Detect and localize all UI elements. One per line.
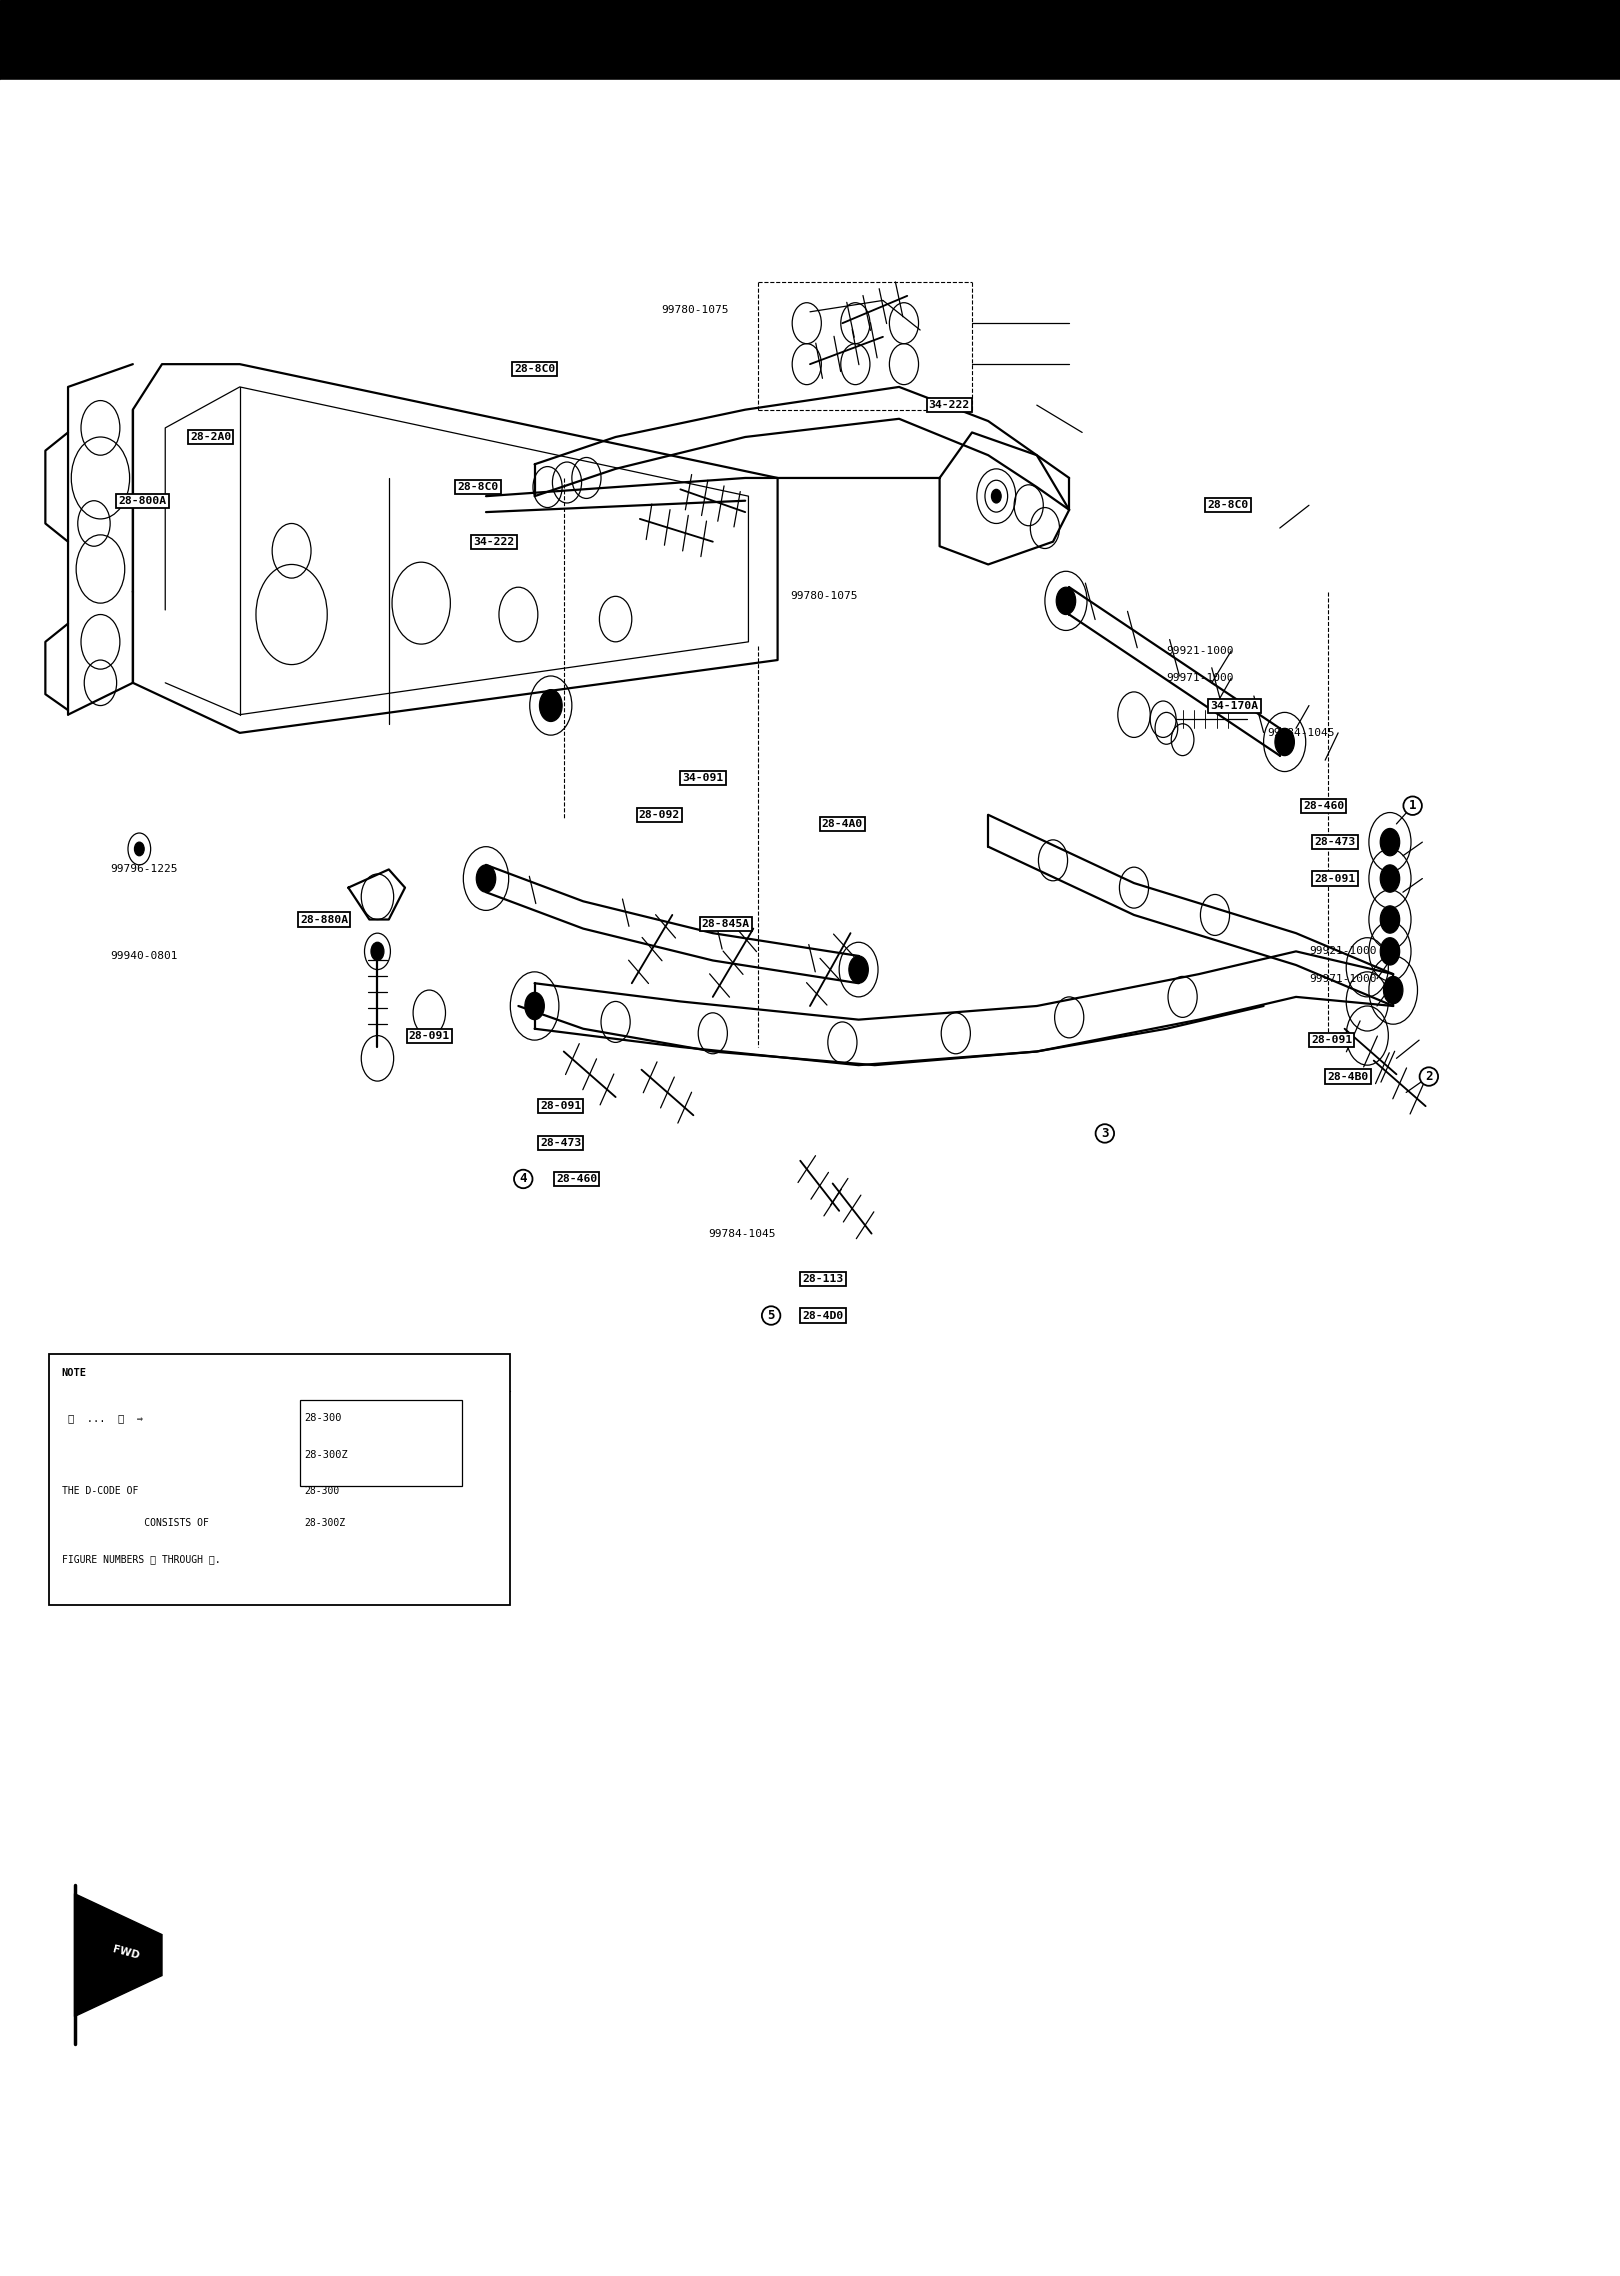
- Text: 28-880A: 28-880A: [300, 915, 348, 924]
- Circle shape: [476, 865, 496, 892]
- Text: CONSISTS OF: CONSISTS OF: [62, 1518, 209, 1527]
- Text: 28-460: 28-460: [556, 1174, 598, 1184]
- Bar: [0, 0, 1620, 80]
- Text: 28-4D0: 28-4D0: [802, 1311, 844, 1320]
- Text: 28-113: 28-113: [802, 1275, 844, 1284]
- Text: 3: 3: [1102, 1127, 1108, 1140]
- Text: 28-091: 28-091: [408, 1031, 450, 1040]
- Bar: [300, 1400, 462, 1486]
- Text: 28-091: 28-091: [539, 1102, 582, 1111]
- Text: 34-222: 34-222: [928, 401, 970, 410]
- Text: 28-460: 28-460: [1302, 801, 1345, 810]
- Circle shape: [1380, 865, 1400, 892]
- Text: 28-4B0: 28-4B0: [1327, 1072, 1369, 1081]
- Text: 2: 2: [1426, 1070, 1432, 1083]
- Text: 5: 5: [768, 1309, 774, 1322]
- Text: 28-300Z: 28-300Z: [305, 1450, 348, 1459]
- Text: 28-4A0: 28-4A0: [821, 819, 863, 828]
- Text: 34-170A: 34-170A: [1210, 701, 1259, 710]
- Text: 1: 1: [1409, 799, 1416, 813]
- Text: 99971-1000: 99971-1000: [1309, 974, 1377, 983]
- Text: 28-091: 28-091: [1314, 874, 1356, 883]
- Circle shape: [371, 942, 384, 960]
- Text: 99784-1045: 99784-1045: [708, 1229, 776, 1238]
- Text: 28-092: 28-092: [638, 810, 680, 819]
- Bar: [49, 1354, 510, 1605]
- Circle shape: [134, 842, 144, 856]
- Text: 28-2A0: 28-2A0: [190, 432, 232, 442]
- Circle shape: [539, 690, 562, 721]
- Text: 28-845A: 28-845A: [701, 920, 750, 929]
- Polygon shape: [75, 1894, 162, 2017]
- Text: THE D-CODE OF: THE D-CODE OF: [62, 1486, 138, 1495]
- Text: 28-473: 28-473: [539, 1138, 582, 1147]
- Text: 34-091: 34-091: [682, 774, 724, 783]
- Text: 28-800A: 28-800A: [118, 496, 167, 505]
- Text: 4: 4: [520, 1172, 526, 1186]
- Circle shape: [1380, 938, 1400, 965]
- Text: 28-8C0: 28-8C0: [1207, 501, 1249, 510]
- Text: 28-300Z: 28-300Z: [305, 1518, 345, 1527]
- Text: 99921-1000: 99921-1000: [1309, 947, 1377, 956]
- Text: ①  ...  ⑥  ⇒: ① ... ⑥ ⇒: [68, 1413, 143, 1422]
- Bar: [0, 80, 1620, 91]
- Circle shape: [1275, 728, 1294, 756]
- Text: 99940-0801: 99940-0801: [110, 951, 178, 960]
- Text: 28-300: 28-300: [305, 1486, 340, 1495]
- Text: FIGURE NUMBERS ① THROUGH ⑥.: FIGURE NUMBERS ① THROUGH ⑥.: [62, 1555, 220, 1564]
- Circle shape: [991, 489, 1001, 503]
- Text: 99780-1075: 99780-1075: [791, 592, 859, 601]
- Text: 99780-1075: 99780-1075: [661, 305, 729, 314]
- Text: 99784-1045: 99784-1045: [1267, 728, 1335, 737]
- Text: 99971-1000: 99971-1000: [1166, 674, 1234, 683]
- Text: 34-222: 34-222: [473, 537, 515, 546]
- Circle shape: [1380, 906, 1400, 933]
- Text: NOTE: NOTE: [62, 1368, 86, 1377]
- Text: 28-8C0: 28-8C0: [514, 364, 556, 373]
- Text: 28-473: 28-473: [1314, 838, 1356, 847]
- Text: 28-091: 28-091: [1311, 1036, 1353, 1045]
- Circle shape: [525, 992, 544, 1020]
- Text: FWD: FWD: [112, 1944, 141, 1962]
- Circle shape: [1380, 828, 1400, 856]
- Text: 28-300: 28-300: [305, 1413, 342, 1422]
- Circle shape: [849, 956, 868, 983]
- Text: 28-8C0: 28-8C0: [457, 483, 499, 492]
- Circle shape: [1383, 976, 1403, 1004]
- Text: 99796-1225: 99796-1225: [110, 865, 178, 874]
- Text: 99921-1000: 99921-1000: [1166, 646, 1234, 655]
- Circle shape: [1056, 587, 1076, 615]
